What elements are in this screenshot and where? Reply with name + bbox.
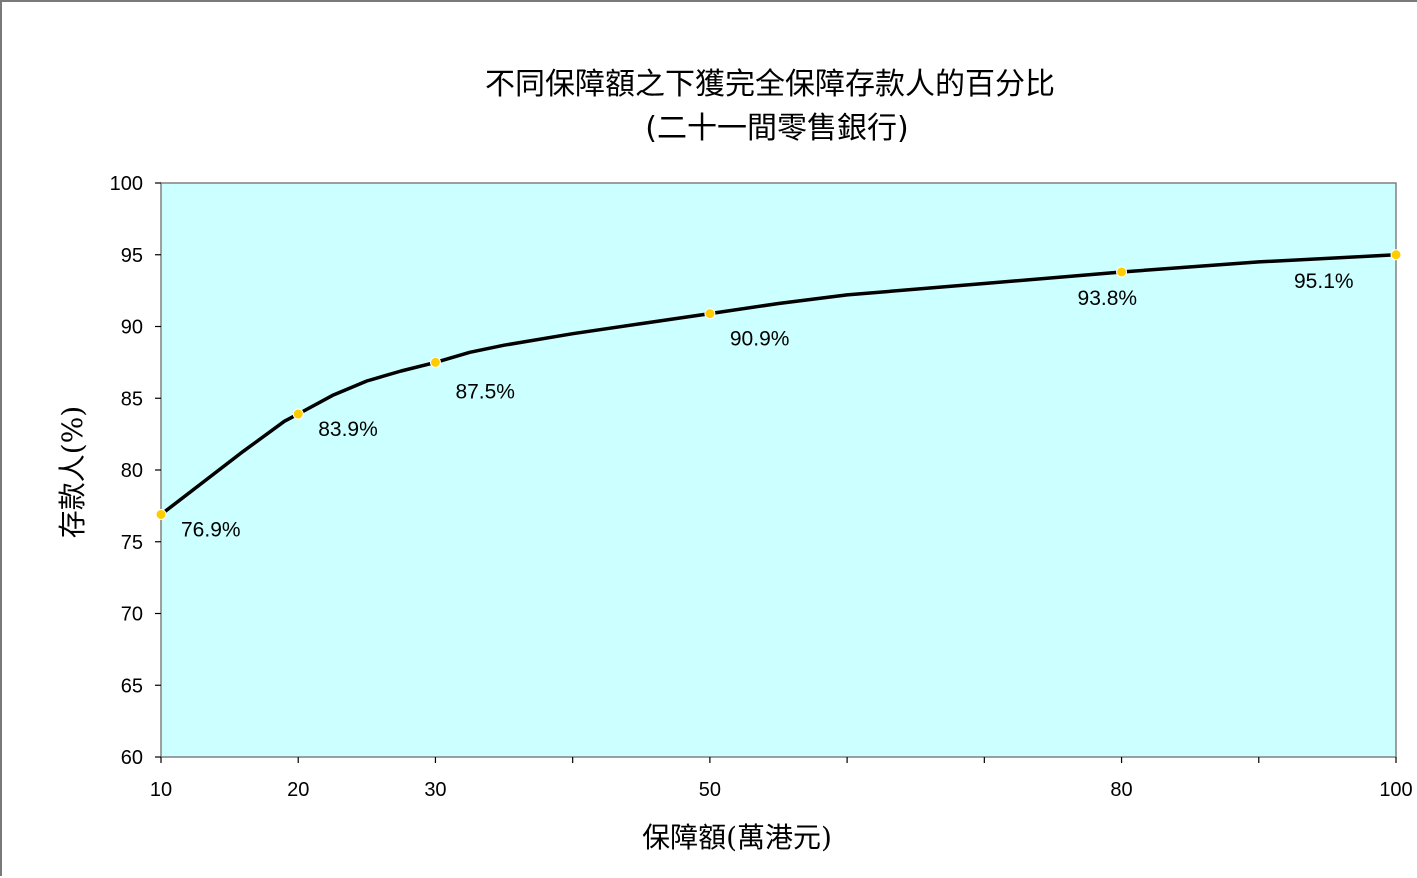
- x-tick-label: 30: [424, 779, 446, 801]
- data-point-marker: [1116, 266, 1128, 278]
- y-tick-label: 95: [121, 245, 143, 267]
- data-label: 95.1%: [1294, 270, 1354, 293]
- chart-title: 不同保障額之下獲完全保障存款人的百分比: [485, 67, 1055, 102]
- data-label: 83.9%: [318, 418, 378, 441]
- data-label: 93.8%: [1078, 287, 1138, 310]
- y-axis: 60 65 70 75 80 85 90 95 100: [110, 173, 161, 769]
- x-tick-label: 10: [150, 779, 172, 801]
- y-tick-label: 65: [121, 675, 143, 697]
- data-point-marker: [429, 356, 441, 368]
- data-point-marker: [155, 508, 167, 520]
- y-axis-title: 存款人(%): [56, 406, 89, 538]
- y-tick-label: 85: [121, 388, 143, 410]
- data-point-marker: [704, 308, 716, 320]
- y-tick-label: 90: [121, 317, 143, 339]
- data-point-marker: [1390, 249, 1402, 261]
- y-tick-label: 100: [110, 173, 143, 195]
- data-label: 87.5%: [455, 380, 515, 403]
- series-group: [155, 249, 1402, 520]
- chart-subtitle: (二十一間零售銀行): [645, 111, 908, 146]
- y-tick-label: 60: [121, 747, 143, 769]
- x-axis: 10 20 30 50 80 100: [150, 757, 1413, 801]
- x-tick-label: 100: [1379, 779, 1412, 801]
- x-tick-label: 20: [287, 779, 309, 801]
- series-line: [159, 253, 1398, 517]
- x-tick-label: 80: [1110, 779, 1132, 801]
- y-tick-label: 80: [121, 460, 143, 482]
- plot-area: [160, 182, 1397, 758]
- data-label: 90.9%: [730, 328, 790, 351]
- x-tick-label: 50: [699, 779, 721, 801]
- y-tick-label: 75: [121, 532, 143, 554]
- data-point-marker: [292, 408, 304, 420]
- data-labels-group: 76.9% 83.9% 87.5% 90.9% 93.8% 95.1%: [181, 270, 1354, 542]
- y-tick-label: 70: [121, 604, 143, 626]
- x-axis-title: 保障額(萬港元): [642, 821, 832, 854]
- data-label: 76.9%: [181, 518, 241, 541]
